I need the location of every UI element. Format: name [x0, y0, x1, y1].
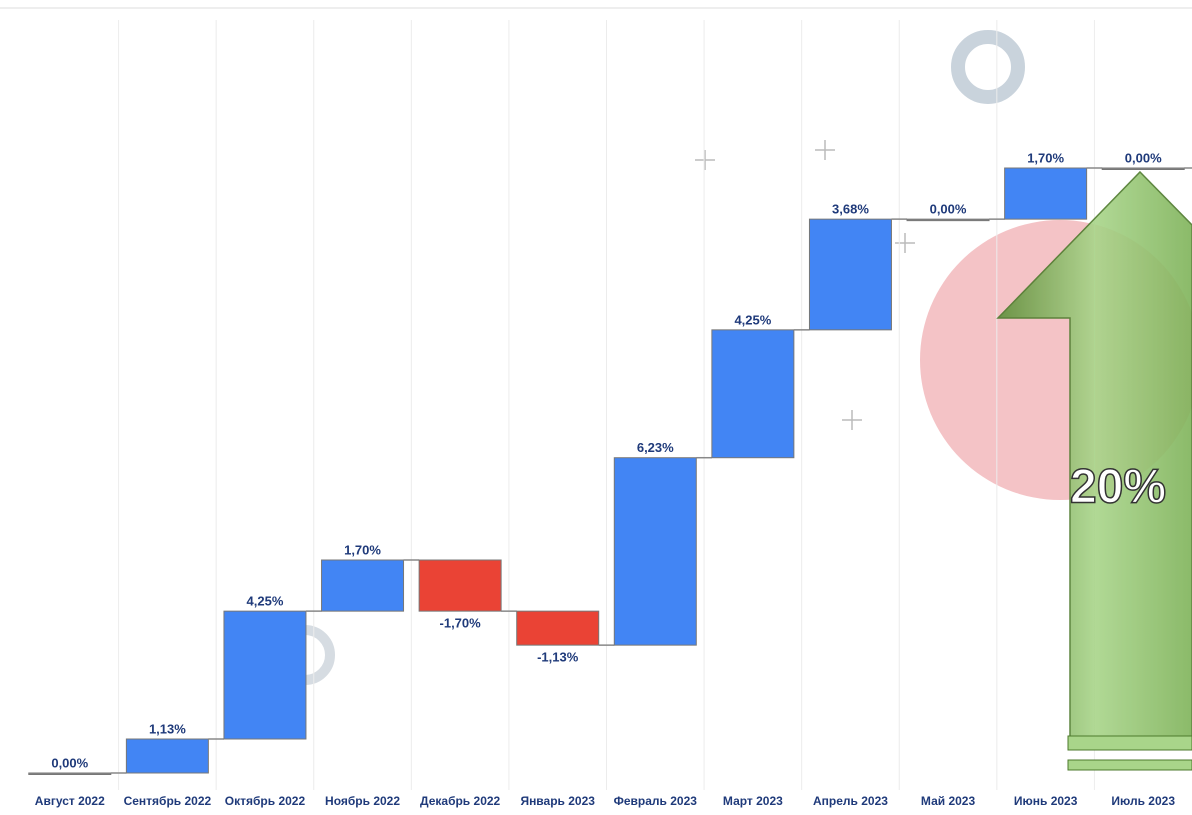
- bar: [906, 218, 990, 222]
- x-tick-label: Март 2023: [723, 794, 783, 808]
- bar: [613, 457, 697, 646]
- bar: [223, 610, 307, 740]
- deco-plus: [695, 140, 915, 430]
- value-label: 0,00%: [51, 755, 88, 770]
- bar: [28, 772, 112, 775]
- x-tick-label: Апрель 2023: [813, 794, 888, 808]
- x-tick-label: Май 2023: [921, 794, 976, 808]
- x-tick-label: Сентябрь 2022: [124, 794, 212, 808]
- x-tick-label: Октябрь 2022: [225, 794, 306, 808]
- value-label: 4,25%: [247, 594, 284, 609]
- plot: 0,00% Август 2022 1,13% Сентябрь 2022 4,25% О…: [28, 20, 1192, 808]
- value-label: -1,70%: [440, 616, 482, 631]
- bar: [418, 559, 502, 612]
- deco-ring: [951, 30, 1025, 104]
- x-tick-label: Август 2022: [35, 794, 105, 808]
- x-tick-label: Февраль 2023: [614, 794, 698, 808]
- annotation: 20%: [1070, 461, 1166, 514]
- value-label: 4,25%: [734, 312, 771, 327]
- value-label: 0,00%: [1125, 150, 1162, 165]
- bar: [711, 329, 795, 459]
- bar: [125, 738, 209, 774]
- x-tick-label: Январь 2023: [520, 794, 595, 808]
- x-tick-label: Декабрь 2022: [420, 794, 501, 808]
- value-label: 1,70%: [1027, 150, 1064, 165]
- arrow-stripe: [1067, 759, 1192, 771]
- value-label: 3,68%: [832, 202, 869, 217]
- value-label: 1,13%: [149, 721, 186, 736]
- arrow-stripe: [1067, 735, 1192, 751]
- value-label: 0,00%: [930, 202, 967, 217]
- bar: [1004, 167, 1088, 220]
- value-label: -1,13%: [537, 650, 579, 665]
- bar: [1101, 167, 1185, 170]
- value-label: 6,23%: [637, 440, 674, 455]
- x-tick-label: Июнь 2023: [1014, 794, 1078, 808]
- bar: [808, 218, 892, 331]
- value-label: 1,70%: [344, 542, 381, 557]
- x-tick-label: Июль 2023: [1111, 794, 1175, 808]
- bar: [321, 559, 405, 612]
- bar: [516, 610, 600, 646]
- x-tick-label: Ноябрь 2022: [325, 794, 400, 808]
